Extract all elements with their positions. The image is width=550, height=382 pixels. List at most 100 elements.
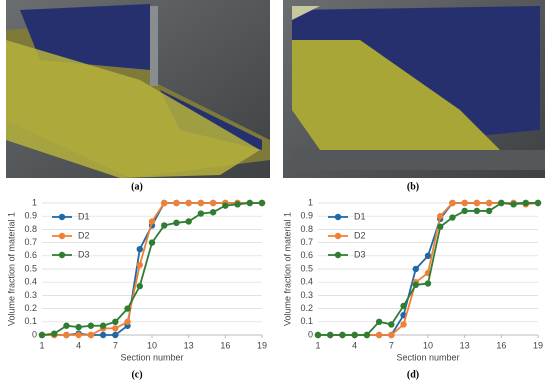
x-tick-label: 19 bbox=[257, 340, 267, 350]
y-tick-label: 0.6 bbox=[300, 250, 313, 260]
point bbox=[424, 280, 432, 287]
y-tick-label: 0.1 bbox=[300, 316, 313, 326]
point bbox=[351, 331, 358, 339]
point bbox=[38, 331, 46, 339]
point bbox=[87, 322, 95, 329]
legend-marker bbox=[58, 251, 66, 259]
point bbox=[449, 214, 456, 221]
point bbox=[136, 282, 143, 290]
legend-label: D1 bbox=[78, 211, 90, 221]
point bbox=[522, 199, 529, 207]
chart-caption: (c) bbox=[131, 369, 142, 380]
point bbox=[209, 209, 217, 216]
point bbox=[400, 321, 407, 328]
point bbox=[424, 252, 432, 259]
y-tick-label: 0.7 bbox=[300, 237, 313, 247]
legend-label: D2 bbox=[354, 230, 366, 240]
point bbox=[473, 199, 481, 207]
point bbox=[461, 207, 468, 215]
point bbox=[246, 199, 253, 207]
point bbox=[197, 210, 205, 217]
point bbox=[375, 331, 383, 339]
legend-marker bbox=[58, 232, 66, 240]
point bbox=[148, 239, 156, 246]
y-tick-label: 0.3 bbox=[24, 290, 37, 300]
point bbox=[209, 199, 217, 207]
point bbox=[388, 331, 395, 339]
point bbox=[234, 201, 241, 208]
y-tick-label: 0.2 bbox=[300, 303, 313, 313]
point bbox=[485, 199, 493, 207]
y-tick-label: 1 bbox=[32, 197, 37, 207]
point bbox=[412, 265, 419, 273]
point bbox=[449, 199, 456, 207]
y-axis-label: Volume fraction of material 1 bbox=[6, 212, 16, 326]
x-tick-label: 7 bbox=[113, 340, 118, 350]
point bbox=[197, 199, 205, 207]
point bbox=[87, 331, 95, 339]
point bbox=[136, 246, 143, 253]
x-tick-label: 7 bbox=[389, 340, 394, 350]
image-caption: (b) bbox=[407, 181, 419, 192]
y-tick-label: 0.1 bbox=[24, 316, 37, 326]
point bbox=[498, 199, 505, 207]
point bbox=[63, 331, 70, 339]
y-tick-label: 0.5 bbox=[24, 263, 37, 273]
point bbox=[388, 321, 395, 328]
point bbox=[99, 331, 107, 339]
point bbox=[75, 323, 82, 331]
y-tick-label: 0.9 bbox=[24, 211, 37, 221]
x-tick-label: 13 bbox=[184, 340, 194, 350]
legend-marker bbox=[58, 213, 66, 221]
point bbox=[112, 318, 119, 325]
y-axis-label: Volume fraction of material 1 bbox=[282, 212, 292, 326]
point bbox=[173, 199, 180, 207]
point bbox=[314, 331, 322, 339]
point bbox=[222, 202, 229, 209]
point bbox=[375, 318, 383, 325]
legend-label: D3 bbox=[78, 249, 90, 259]
point bbox=[75, 331, 82, 339]
point bbox=[112, 325, 119, 332]
point bbox=[327, 331, 334, 339]
x-tick-label: 4 bbox=[76, 340, 81, 350]
y-tick-label: 0.8 bbox=[24, 224, 37, 234]
x-axis-label: Section number bbox=[396, 352, 459, 362]
y-tick-label: 0.9 bbox=[300, 211, 313, 221]
x-tick-label: 16 bbox=[220, 340, 230, 350]
legend-label: D3 bbox=[354, 249, 366, 259]
point bbox=[510, 201, 517, 208]
x-tick-label: 1 bbox=[39, 340, 44, 350]
x-tick-label: 1 bbox=[315, 340, 320, 350]
point bbox=[461, 199, 468, 207]
point bbox=[437, 223, 444, 230]
x-tick-label: 16 bbox=[496, 340, 506, 350]
point bbox=[185, 199, 192, 207]
y-tick-label: 0.2 bbox=[24, 303, 37, 313]
legend-label: D2 bbox=[78, 230, 90, 240]
point bbox=[437, 213, 444, 220]
y-tick-label: 0.4 bbox=[24, 277, 37, 287]
point bbox=[112, 331, 119, 339]
point bbox=[99, 322, 107, 329]
point bbox=[124, 305, 131, 312]
point bbox=[363, 331, 371, 339]
point bbox=[136, 261, 143, 269]
point bbox=[148, 218, 156, 225]
y-tick-label: 0.6 bbox=[24, 250, 37, 260]
y-tick-label: 0.5 bbox=[300, 263, 313, 273]
point bbox=[258, 199, 266, 207]
chart-caption: (d) bbox=[407, 369, 419, 380]
x-tick-label: 10 bbox=[423, 340, 433, 350]
point bbox=[63, 322, 70, 329]
point bbox=[161, 199, 168, 207]
legend-marker bbox=[334, 251, 342, 259]
y-tick-label: 0.3 bbox=[300, 290, 313, 300]
point bbox=[534, 199, 542, 207]
point bbox=[473, 207, 481, 215]
image-a bbox=[6, 0, 270, 178]
point bbox=[51, 330, 58, 337]
point bbox=[485, 207, 493, 215]
image-b bbox=[283, 0, 545, 178]
